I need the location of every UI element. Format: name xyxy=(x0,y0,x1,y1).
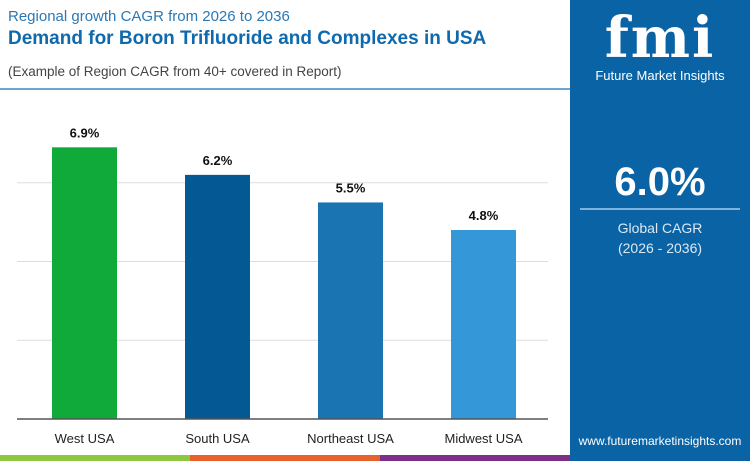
header-divider xyxy=(0,88,570,90)
strip-orange xyxy=(190,455,380,461)
data-label: 6.9% xyxy=(70,125,100,140)
global-cagr-label: Global CAGR xyxy=(617,220,703,236)
x-tick-label: South USA xyxy=(185,431,250,446)
website-link[interactable]: www.futuremarketinsights.com xyxy=(578,434,742,448)
brand-name: Future Market Insights xyxy=(595,68,725,83)
data-label: 6.2% xyxy=(203,153,233,168)
fmi-logo: fmi Future Market Insights xyxy=(570,8,750,83)
chart-subtitle: Regional growth CAGR from 2026 to 2036 xyxy=(8,8,290,25)
strip-purple xyxy=(380,455,570,461)
data-label: 4.8% xyxy=(469,208,499,223)
global-cagr-value: 6.0% xyxy=(614,160,706,204)
strip-green xyxy=(0,455,190,461)
x-tick-label: Midwest USA xyxy=(444,431,522,446)
bar-west-usa xyxy=(52,147,117,419)
global-cagr-period: (2026 - 2036) xyxy=(617,240,703,256)
bar-chart: 6.9% West USA 6.2% South USA 5.5% Northeast U… xyxy=(17,125,548,446)
bar-midwest-usa xyxy=(451,230,516,419)
data-label: 5.5% xyxy=(336,180,366,195)
x-tick-label: West USA xyxy=(55,431,115,446)
chart-note: (Example of Region CAGR from 40+ covered… xyxy=(8,64,342,79)
logo-mark: fmi xyxy=(604,5,716,71)
bar-south-usa xyxy=(185,174,250,419)
divider xyxy=(580,208,740,210)
sidebar-panel: fmi Future Market Insights 6.0% Global C… xyxy=(570,0,750,461)
bar-northeast-usa xyxy=(318,202,383,419)
chart-title: Demand for Boron Trifluoride and Complex… xyxy=(8,28,487,49)
x-tick-label: Northeast USA xyxy=(307,431,394,446)
